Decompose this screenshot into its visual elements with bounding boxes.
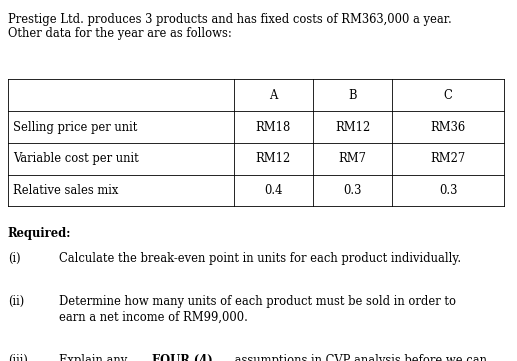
Text: Explain any: Explain any xyxy=(59,354,131,361)
Text: RM36: RM36 xyxy=(431,121,466,134)
Text: (ii): (ii) xyxy=(8,295,24,308)
Text: Selling price per unit: Selling price per unit xyxy=(13,121,138,134)
Text: Calculate the break-even point in units for each product individually.: Calculate the break-even point in units … xyxy=(59,252,462,265)
Text: Relative sales mix: Relative sales mix xyxy=(13,184,118,197)
Text: A: A xyxy=(269,89,278,102)
Text: (iii): (iii) xyxy=(8,354,27,361)
Text: Variable cost per unit: Variable cost per unit xyxy=(13,152,139,165)
Text: Other data for the year are as follows:: Other data for the year are as follows: xyxy=(8,27,232,40)
Text: 0.4: 0.4 xyxy=(264,184,282,197)
Text: C: C xyxy=(444,89,452,102)
Text: Determine how many units of each product must be sold in order to: Determine how many units of each product… xyxy=(59,295,457,308)
Text: RM12: RM12 xyxy=(335,121,370,134)
Text: RM7: RM7 xyxy=(339,152,367,165)
Text: assumptions in CVP analysis before we can: assumptions in CVP analysis before we ca… xyxy=(231,354,486,361)
Text: Prestige Ltd. produces 3 products and has fixed costs of RM363,000 a year.: Prestige Ltd. produces 3 products and ha… xyxy=(8,13,451,26)
Text: RM27: RM27 xyxy=(431,152,466,165)
Text: Required:: Required: xyxy=(8,227,71,240)
Text: 0.3: 0.3 xyxy=(439,184,458,197)
Text: 0.3: 0.3 xyxy=(343,184,362,197)
Text: RM18: RM18 xyxy=(256,121,291,134)
Text: (i): (i) xyxy=(8,252,20,265)
Text: B: B xyxy=(348,89,357,102)
Text: FOUR (4): FOUR (4) xyxy=(152,354,213,361)
Text: RM12: RM12 xyxy=(256,152,291,165)
Text: earn a net income of RM99,000.: earn a net income of RM99,000. xyxy=(59,310,248,323)
